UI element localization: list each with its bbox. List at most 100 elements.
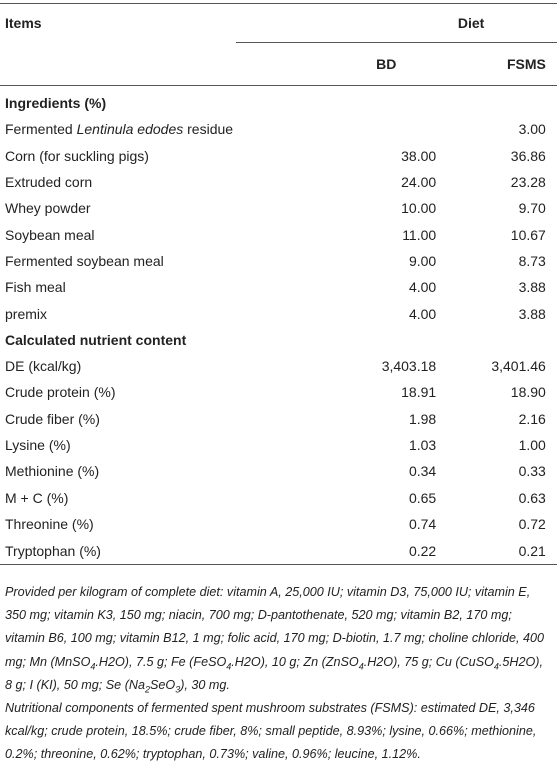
row-label: Whey powder: [0, 195, 236, 221]
data-row: Tryptophan (%) 0.22 0.21: [0, 537, 557, 566]
value-cell: 4.00: [408, 279, 437, 296]
value-cell: 1.03: [408, 437, 437, 453]
row-label: Tryptophan (%): [0, 537, 237, 566]
cell: [546, 353, 557, 379]
text: residue: [183, 121, 234, 138]
data-row: Fermented Lentinula edodes residue 3.00: [0, 116, 557, 142]
value-cell: 0.65: [408, 489, 437, 506]
text: ), 30 mg.: [180, 677, 230, 692]
cell: [546, 248, 557, 274]
column-header: FSMS: [436, 42, 546, 86]
value-cell: [236, 116, 436, 142]
text: SeO: [150, 677, 176, 692]
text: Crude protein (%): [5, 384, 116, 401]
diet-header: Diet: [236, 3, 546, 43]
text: Crude fiber (%): [5, 410, 100, 427]
text: Nutritional components of fermented spen…: [5, 701, 537, 762]
value-cell: 0.63: [518, 489, 546, 506]
value-cell: 3.88: [518, 305, 546, 322]
text: Provided per kilogram of complete diet: …: [5, 585, 544, 669]
text: .H2O), 10 g; Zn (ZnSO: [231, 654, 359, 669]
footnote: Nutritional components of fermented spen…: [5, 697, 550, 767]
value-cell: 4.00: [408, 305, 437, 322]
data-row: Threonine (%) 0.74 0.72: [0, 511, 557, 537]
cell: [546, 432, 557, 458]
data-row: Corn (for suckling pigs) 38.00 36.86: [0, 143, 557, 169]
row-label: Lysine (%): [0, 432, 236, 458]
row-label: Soybean meal: [0, 221, 236, 247]
text: Fermented: [5, 121, 77, 138]
column-row: BD FSMS: [0, 42, 557, 86]
value-cell: 18.91: [401, 384, 437, 401]
data-row: Fish meal 4.00 3.88: [0, 274, 557, 300]
cell: [546, 274, 557, 300]
value-cell: 11.00: [402, 226, 437, 243]
subscript: 4: [226, 661, 232, 672]
value-cell: 3,403.18: [381, 358, 437, 375]
data-row: Crude protein (%) 18.91 18.90: [0, 379, 557, 405]
value-cell: 3.88: [518, 279, 546, 296]
text: Fermented soybean meal: [5, 252, 164, 269]
cell: [546, 458, 557, 484]
value-cell: 0.74: [408, 515, 437, 532]
value-cell: 18.90: [510, 384, 546, 401]
subscript: 4: [358, 661, 364, 672]
cell: [546, 143, 557, 169]
value-cell: 0.34: [408, 463, 437, 480]
value-cell: 1.00: [518, 437, 546, 453]
text: Threonine (%): [5, 515, 94, 532]
value-cell: 10.00: [401, 200, 437, 217]
header-row: Items Diet: [0, 3, 557, 43]
italic-text: Lentinula edodes: [76, 121, 184, 138]
value-cell: 0.33: [518, 463, 546, 480]
cell: [236, 86, 436, 117]
text: Lysine (%): [5, 437, 71, 453]
items-header: Items: [0, 3, 237, 43]
cell: [546, 86, 557, 117]
subscript: 2: [144, 684, 150, 695]
cell: [546, 169, 557, 195]
cell: [546, 300, 557, 326]
cell: [546, 511, 557, 537]
column-header: BD: [236, 42, 437, 86]
value-cell: 36.86: [510, 147, 546, 164]
cell: [545, 537, 557, 566]
value-cell: 8.73: [518, 252, 546, 269]
cell: [236, 327, 436, 353]
data-row: Crude fiber (%) 1.98 2.16: [0, 406, 557, 432]
cell: [546, 406, 557, 432]
text: .5H2O), 8 g; I (KI), 50 mg; Se (Na: [5, 654, 543, 692]
text: Tryptophan (%): [5, 542, 101, 559]
cell: [546, 221, 557, 247]
section-title: Calculated nutrient content: [5, 331, 187, 348]
subscript: 3: [175, 684, 181, 695]
data-row: Extruded corn 24.00 23.28: [0, 169, 557, 195]
cell: [546, 484, 557, 510]
cell: [546, 327, 557, 353]
section-title: Ingredients (%): [5, 95, 107, 112]
data-row: Fermented soybean meal 9.00 8.73: [0, 248, 557, 274]
value-cell: 3,401.46: [491, 358, 546, 375]
value-cell: 23.28: [510, 174, 546, 191]
value-cell: 0.72: [518, 515, 546, 532]
row-label: Fish meal: [0, 274, 236, 300]
value-cell: 38.00: [401, 147, 437, 164]
text: Fish meal: [5, 279, 66, 296]
cell: [436, 86, 546, 117]
value-cell: 9.70: [518, 200, 546, 217]
data-row: DE (kcal/kg) 3,403.18 3,401.46: [0, 353, 557, 379]
row-label: Corn (for suckling pigs): [0, 143, 236, 169]
row-label: premix: [0, 300, 236, 326]
row-label: Extruded corn: [0, 169, 236, 195]
row-label: M + C (%): [0, 484, 236, 510]
row-label: Methionine (%): [0, 458, 236, 484]
row-label: Fermented soybean meal: [0, 248, 236, 274]
text: DE (kcal/kg): [5, 358, 82, 375]
text: Methionine (%): [5, 463, 100, 480]
data-row: M + C (%) 0.65 0.63: [0, 484, 557, 510]
text: Whey powder: [5, 200, 91, 217]
row-label: Crude fiber (%): [0, 406, 236, 432]
text: .H2O), 75 g; Cu (CuSO: [363, 654, 494, 669]
diet-table: Items Diet BD FSMS Ingredients (%) Fermen…: [0, 3, 557, 566]
text: Soybean meal: [5, 226, 95, 243]
